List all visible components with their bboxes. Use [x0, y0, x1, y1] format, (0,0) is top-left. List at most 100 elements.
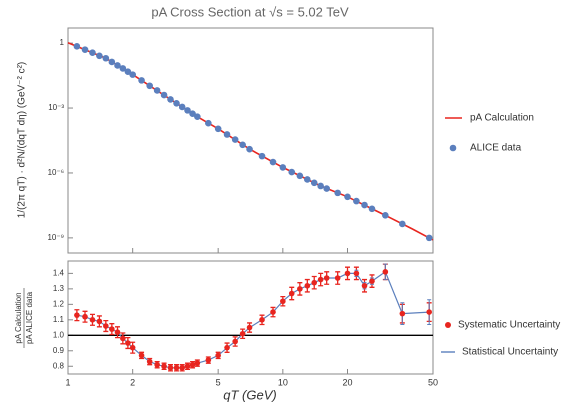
data-point [223, 131, 231, 138]
ratio-point [184, 363, 191, 370]
data-point [368, 205, 376, 213]
ratio-point [246, 324, 253, 331]
ratio-point [215, 352, 221, 359]
data-point [114, 62, 121, 69]
data-point [304, 176, 311, 183]
ratio-point [96, 318, 103, 325]
data-point [81, 46, 89, 53]
y-tick-label: 1.4 [53, 268, 65, 277]
data-point [205, 119, 212, 127]
data-point [129, 71, 136, 78]
data-point [279, 164, 287, 171]
ratio-point [239, 330, 246, 337]
top-frame [67, 27, 434, 254]
data-point [96, 52, 103, 60]
y-tick-label: 10⁻³ [48, 103, 64, 112]
ratio-point [179, 365, 185, 371]
legend-label: Systematic Uncertainty [458, 320, 560, 331]
data-point [246, 145, 253, 153]
y-tick-label: 1.0 [53, 330, 65, 339]
ratio-point [399, 310, 406, 317]
data-point [269, 158, 277, 166]
data-point [124, 68, 132, 75]
data-point [73, 43, 81, 50]
ratio-point [109, 326, 115, 332]
ratio-point [344, 270, 351, 277]
x-tick-label: 20 [343, 377, 353, 387]
ratio-point [317, 276, 324, 283]
y-tick-label: 0.8 [53, 361, 65, 370]
y-tick-label: 10⁻⁶ [48, 168, 64, 177]
ratio-point [353, 270, 360, 277]
data-point [323, 185, 330, 192]
ratio-point [103, 323, 109, 329]
legend-label: ALICE data [470, 143, 522, 154]
y-tick-label: 1 [60, 38, 65, 47]
ratio-point [146, 358, 153, 365]
ratio-point [82, 313, 88, 320]
data-point [425, 234, 433, 242]
legend-label: Statistical Uncertainty [462, 347, 558, 358]
data-point [231, 136, 239, 143]
data-point [382, 212, 389, 219]
data-point [399, 220, 406, 228]
ratio-point [205, 357, 212, 363]
data-point [102, 54, 110, 62]
data-point [344, 193, 351, 201]
data-point [108, 58, 116, 66]
ratio-point [120, 335, 126, 342]
ratio-point [311, 279, 318, 286]
x-axis-label: qT (GeV) [223, 387, 276, 402]
data-point [317, 182, 324, 190]
x-tick-label: 2 [130, 377, 135, 387]
data-point [167, 96, 174, 103]
data-point [89, 49, 96, 57]
y-tick-label: 0.9 [53, 346, 65, 355]
x-tick-label: 10 [278, 377, 288, 387]
legend-dot [449, 144, 457, 152]
data-point [178, 103, 186, 111]
ratio-point [89, 317, 96, 323]
ratio-point [167, 365, 174, 371]
x-tick-label: 5 [216, 377, 221, 387]
data-point [138, 77, 145, 84]
data-point [361, 201, 368, 209]
data-point [184, 107, 191, 114]
data-point [296, 172, 304, 180]
ratio-point [125, 340, 131, 346]
ratio-point [161, 363, 167, 370]
ratio-point [288, 290, 295, 297]
chart-title: pA Cross Section at √s = 5.02 TeV [151, 4, 349, 19]
ratio-point [129, 344, 136, 351]
legend-label: pA Calculation [470, 113, 534, 124]
stat-line [76, 270, 430, 369]
data-point [146, 82, 153, 90]
data-point [194, 113, 201, 120]
ratio-point [334, 275, 341, 281]
ratio-point [270, 309, 276, 315]
data-point [258, 152, 266, 160]
ratio-point [426, 309, 432, 315]
ratio-point [154, 361, 160, 368]
ratio-point [280, 298, 286, 305]
ratio-point [259, 317, 265, 323]
y-axis-label-bottom: pA ALICE data [25, 291, 34, 344]
ratio-point [173, 365, 180, 371]
ratio-point [189, 361, 196, 368]
ratio-point [232, 338, 238, 345]
ratio-point [361, 282, 368, 289]
y-tick-label: 1.2 [53, 299, 65, 308]
data-point [334, 189, 341, 197]
ratio-point [74, 312, 80, 318]
x-tick-label: 50 [428, 377, 438, 387]
y-tick-label: 1.1 [53, 315, 65, 324]
ratio-point [138, 352, 145, 359]
ratio-point [323, 275, 330, 281]
data-point [119, 65, 127, 72]
ratio-point [304, 282, 311, 289]
ratio-point [194, 360, 201, 366]
legend-dot [445, 322, 451, 328]
y-tick-label: 10⁻⁹ [47, 233, 64, 242]
data-point [189, 110, 196, 117]
data-point [310, 179, 318, 187]
